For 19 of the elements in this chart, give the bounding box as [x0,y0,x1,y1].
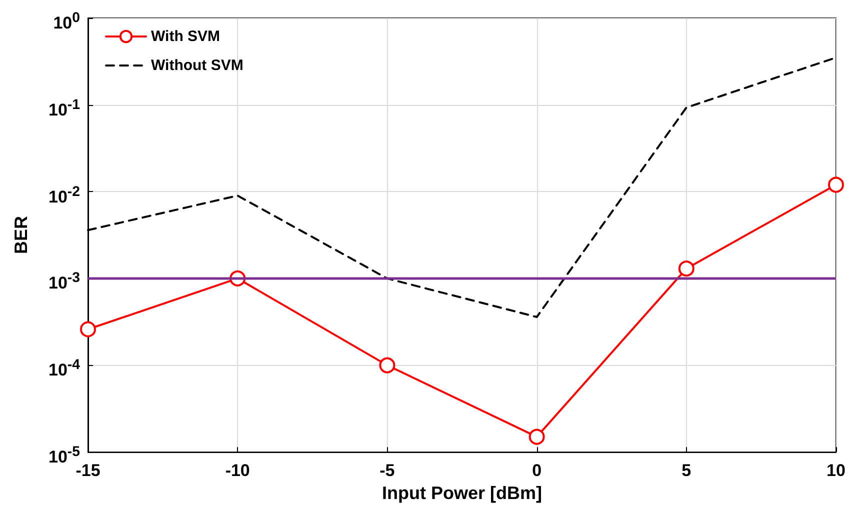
point [828,176,844,193]
x-tick-label: 10 [826,461,846,480]
y-tick-label: 10$^{0}$ [53,9,80,35]
x-tick-label: -10 [225,461,250,480]
point [80,321,96,338]
y-tick-label: 10$^{-3}$ [48,269,80,296]
y-tick-label: 10$^{-2}$ [48,182,80,208]
y-axis-title: BER [11,216,31,254]
x-tick-label: -5 [380,461,395,480]
point [678,260,694,277]
x-tick-label: 5 [682,461,692,480]
y-tick-label: 10$^{-1}$ [48,96,80,122]
point [379,357,396,374]
legend-label: With SVM [151,28,220,45]
point [528,428,545,445]
x-axis-title: Input Power [dBm] [382,483,542,503]
y-tick-label: 10$^{-4}$ [48,356,80,382]
x-tick-label: 0 [532,461,542,480]
legend-label: Without SVM [151,57,244,74]
